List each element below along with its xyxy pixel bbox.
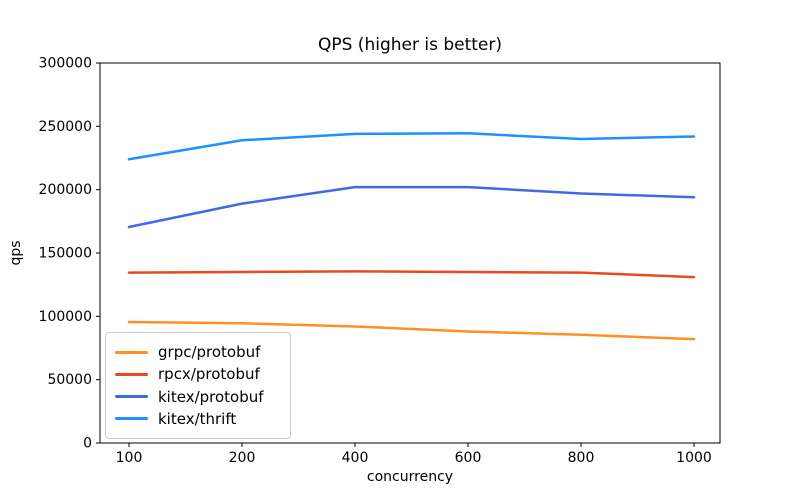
legend-swatch-kitex-thrift <box>115 417 148 421</box>
legend: grpc/protobuf rpcx/protobuf kitex/protobuf… <box>105 332 291 439</box>
legend-item-kitex-thrift: kitex/thrift <box>115 408 280 430</box>
legend-label-kitex-protobuf: kitex/protobuf <box>158 387 264 406</box>
legend-label-kitex-thrift: kitex/thrift <box>158 409 237 428</box>
legend-item-grpc-protobuf: grpc/protobuf <box>115 341 280 363</box>
y-tick-label: 100000 <box>39 309 92 325</box>
legend-item-rpcx-protobuf: rpcx/protobuf <box>115 363 280 385</box>
legend-label-grpc-protobuf: grpc/protobuf <box>158 343 261 361</box>
legend-item-kitex-protobuf: kitex/protobuf <box>115 386 280 408</box>
y-tick-label: 50000 <box>47 372 92 388</box>
x-tick-label: 400 <box>342 450 369 466</box>
legend-swatch-grpc-protobuf <box>115 350 148 354</box>
x-tick-label: 1000 <box>676 450 712 466</box>
x-tick-label: 800 <box>568 450 595 466</box>
y-tick-label: 200000 <box>39 182 92 198</box>
y-axis-label: qps <box>8 240 24 266</box>
series-line-rpcx-protobuf <box>127 270 696 279</box>
y-tick-label: 0 <box>83 436 92 452</box>
x-tick-label: 100 <box>116 450 143 466</box>
series-line-kitex-thrift <box>127 132 696 161</box>
legend-swatch-kitex-protobuf <box>115 395 148 399</box>
y-tick-label: 300000 <box>39 56 92 72</box>
series-line-grpc-protobuf <box>127 320 696 341</box>
series-line-kitex-protobuf <box>127 185 696 229</box>
legend-label-rpcx-protobuf: rpcx/protobuf <box>158 365 260 384</box>
y-tick-label: 150000 <box>39 246 92 262</box>
chart-title: QPS (higher is better) <box>317 35 503 55</box>
x-tick-label: 200 <box>229 450 256 466</box>
legend-swatch-rpcx-protobuf <box>115 372 148 376</box>
y-tick-label: 250000 <box>39 119 92 135</box>
x-tick-label: 600 <box>455 450 482 466</box>
x-axis-label: concurrency <box>366 469 454 485</box>
